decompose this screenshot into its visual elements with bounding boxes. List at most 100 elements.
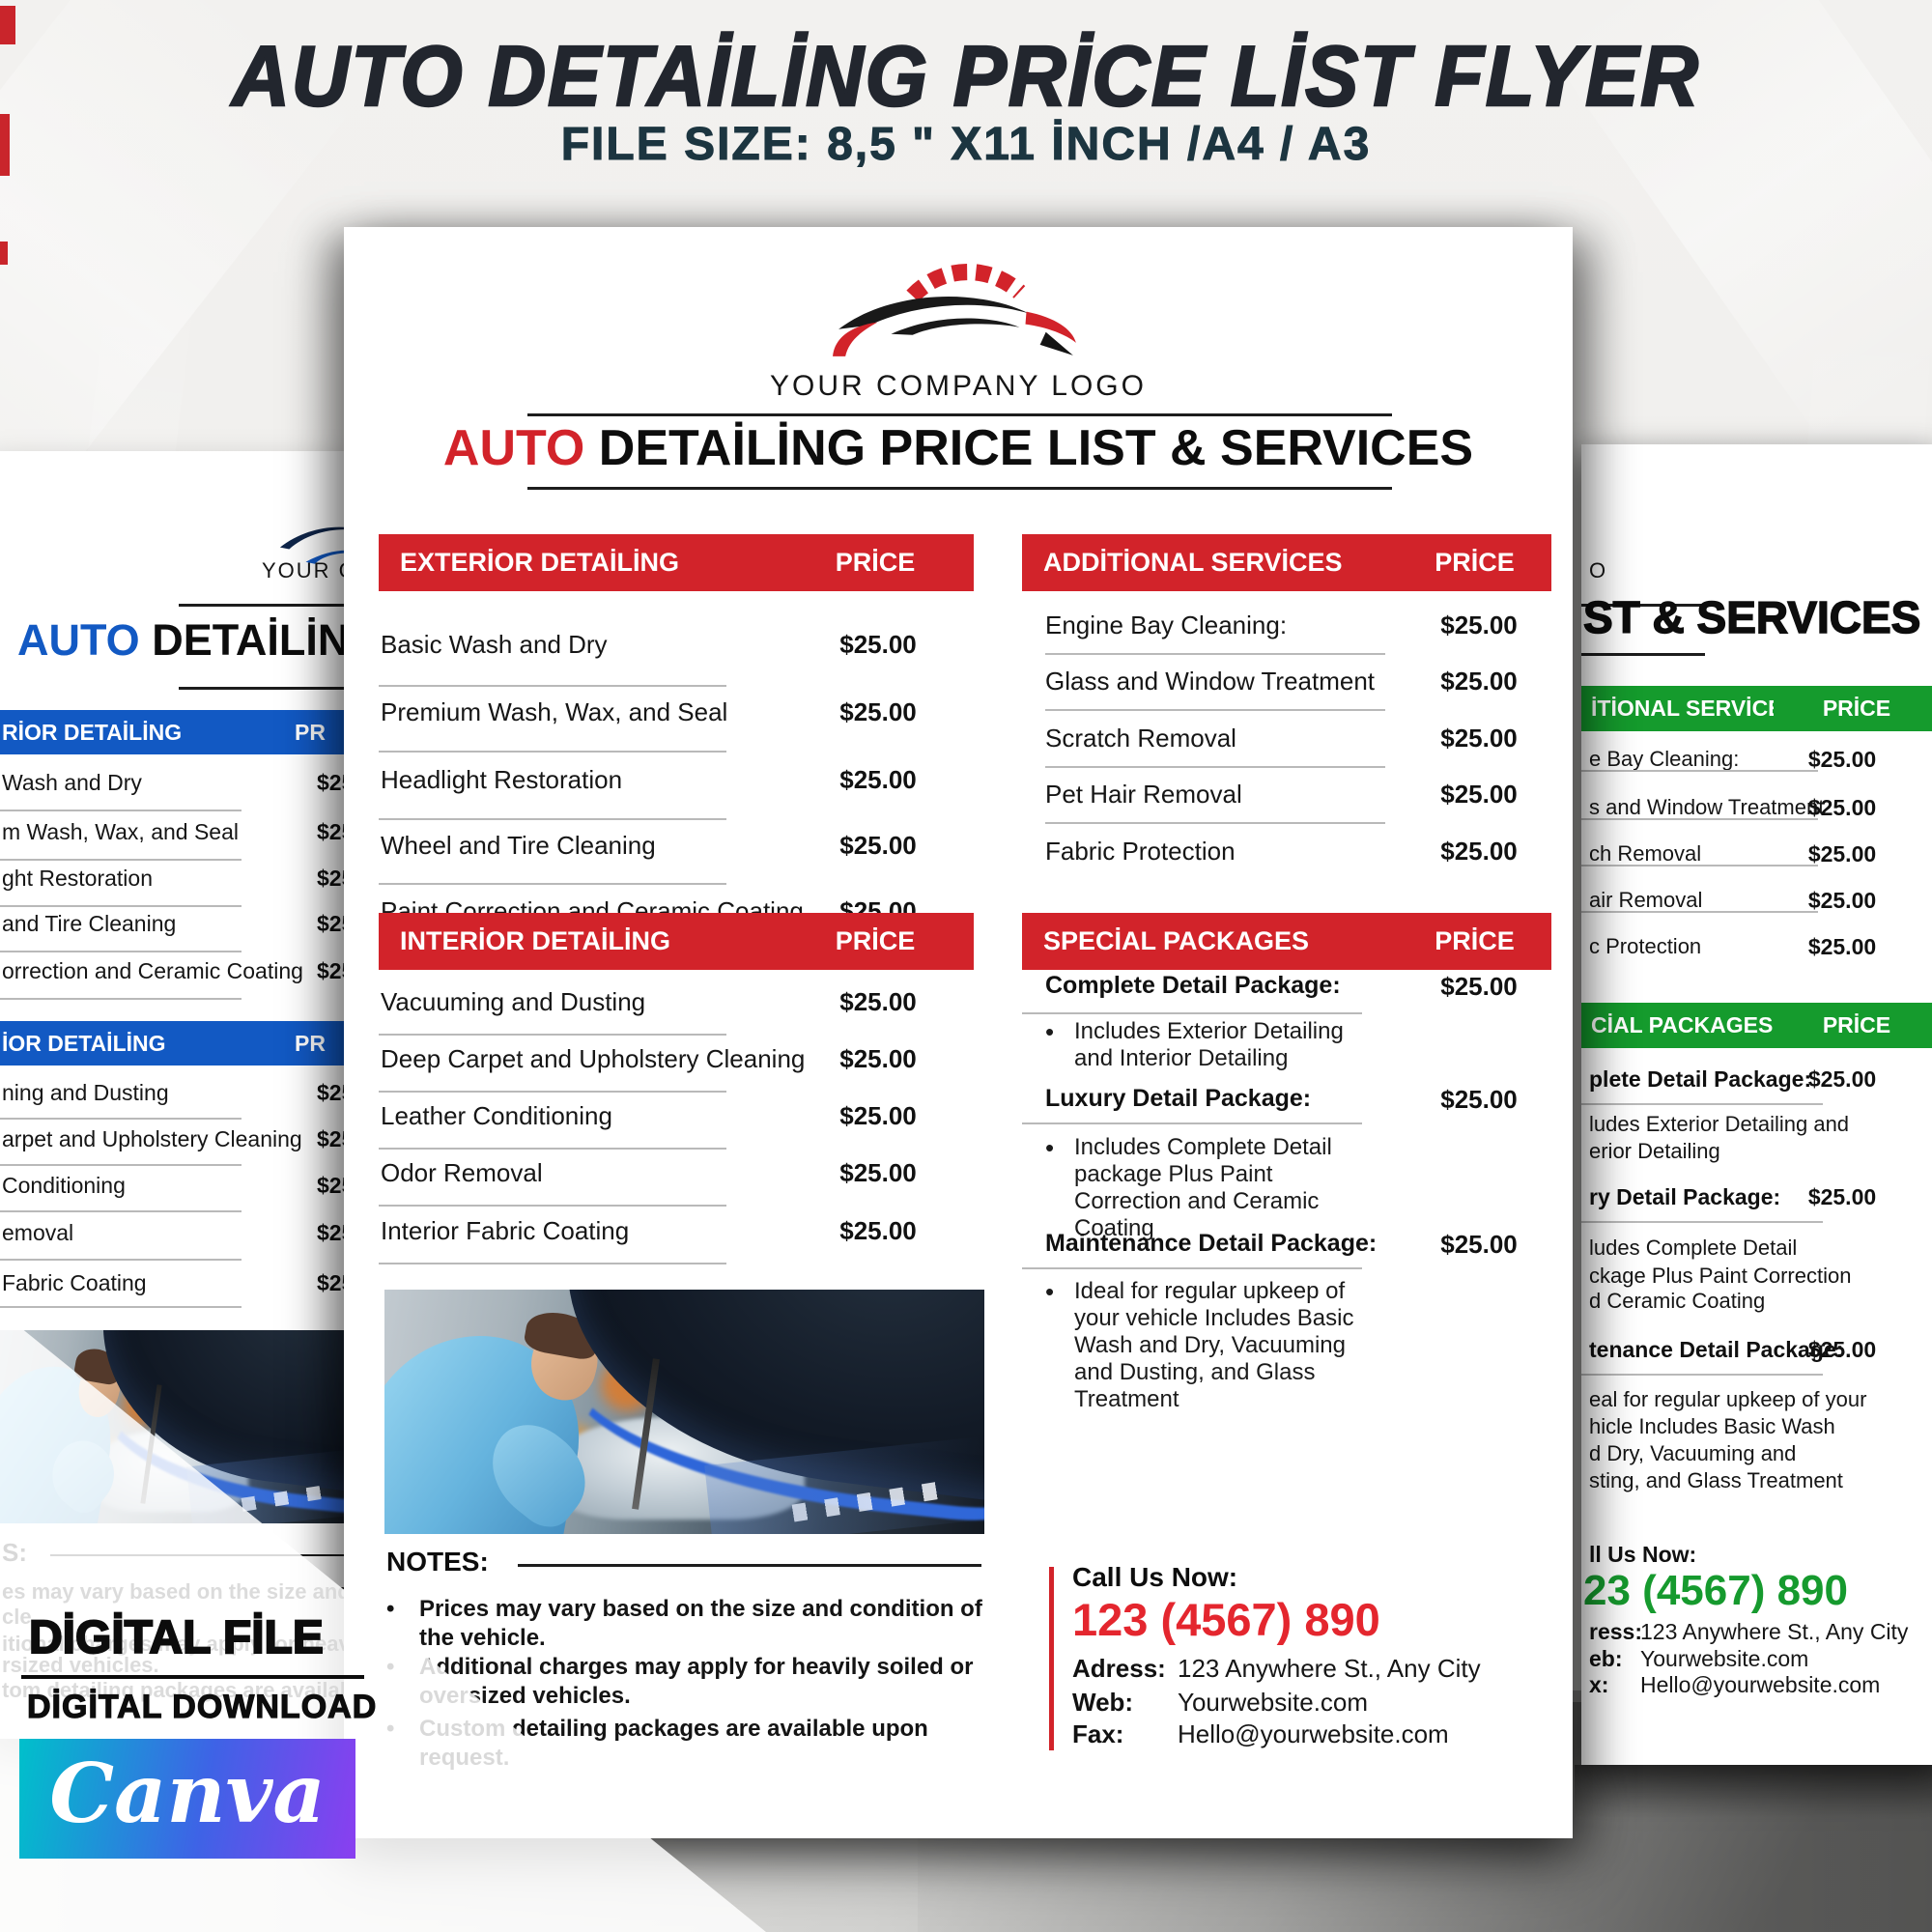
row-divider xyxy=(1581,865,1818,867)
contact-label: Fax: xyxy=(1072,1719,1124,1748)
package-price: $25.00 xyxy=(1807,1337,1877,1362)
price-header-label: PRİCE xyxy=(835,548,916,577)
table-header-label: CİAL PACKAGES xyxy=(1591,1012,1774,1037)
package-name: Complete Detail Package: xyxy=(1045,972,1341,999)
phone-number: 123 (4567) 890 xyxy=(1072,1594,1380,1645)
table-header-exterior: RİOR DETAİLİNG xyxy=(0,710,268,754)
divider xyxy=(1581,604,1702,607)
row-divider xyxy=(1581,911,1818,913)
service-name: Pet Hair Removal xyxy=(1045,780,1242,809)
service-price: $25.00 xyxy=(1807,747,1877,772)
divider xyxy=(1581,653,1705,656)
heading-accent: AUTO xyxy=(442,420,585,476)
table-header-label: INTERİOR DETAİLİNG xyxy=(400,926,670,955)
call-us-label: Call Us Now: xyxy=(1072,1562,1238,1592)
row-divider xyxy=(379,1091,726,1093)
page-shadow xyxy=(1575,1765,1932,1818)
table-header-price: PRİCE xyxy=(1398,534,1551,591)
contact-accent-bar xyxy=(1049,1567,1054,1750)
package-bullet-line: eal for regular upkeep of your xyxy=(1589,1387,1867,1411)
row-divider xyxy=(0,951,242,952)
service-price: $25.00 xyxy=(839,987,917,1016)
edge-mark xyxy=(0,242,8,265)
contact-value: Hello@yourwebsite.com xyxy=(1640,1672,1881,1697)
row-divider xyxy=(1022,1122,1362,1124)
contact-label: Adress: xyxy=(1072,1654,1166,1683)
table-header-additional: İTİONAL SERVİCES xyxy=(1581,686,1798,731)
package-name: ry Detail Package: xyxy=(1589,1184,1781,1209)
service-price: $25.00 xyxy=(1440,780,1518,809)
price-header-label: PRİCE xyxy=(1822,1012,1891,1037)
service-name: Leather Conditioning xyxy=(381,1101,612,1130)
package-price: $25.00 xyxy=(1807,1184,1877,1209)
flyer-heading: AUTO DETAİLİNG xyxy=(17,615,360,666)
company-logo-text: O xyxy=(1589,558,1608,582)
heading-rest: DETAİLİNG PRICE LIST & SERVICES xyxy=(584,420,1474,476)
service-price: $25.00 xyxy=(1807,795,1877,820)
service-name: Wheel and Tire Cleaning xyxy=(381,831,656,860)
service-name: air Removal xyxy=(1589,888,1703,912)
row-divider xyxy=(0,859,242,861)
service-name: Interior Fabric Coating xyxy=(381,1216,630,1245)
flyer-page-main: YOUR COMPANY LOGO AUTO DETAİLİNG PRICE L… xyxy=(344,227,1573,1838)
notes-label: NOTES: xyxy=(386,1547,489,1577)
table-header-label: İTİONAL SERVİCES xyxy=(1591,696,1798,721)
package-bullet-line: hicle Includes Basic Wash xyxy=(1589,1414,1835,1438)
row-divider xyxy=(0,905,242,907)
row-divider xyxy=(379,818,726,820)
service-name: and Tire Cleaning xyxy=(2,911,177,936)
contact-value: Yourwebsite.com xyxy=(1178,1688,1369,1717)
table-header-price: PRİCE xyxy=(1398,913,1551,970)
service-price: $25.00 xyxy=(839,1158,917,1187)
table-header-label: EXTERİOR DETAİLİNG xyxy=(400,548,680,577)
service-name: ght Restoration xyxy=(2,866,153,891)
service-name: Engine Bay Cleaning: xyxy=(1045,611,1288,639)
table-header-label: ADDİTİONAL SERVİCES xyxy=(1043,548,1343,577)
price-header-label: PRİCE xyxy=(835,926,916,955)
contact-value: Yourwebsite.com xyxy=(1640,1646,1809,1671)
row-divider xyxy=(1022,1012,1362,1014)
service-name: Scratch Removal xyxy=(1045,724,1236,753)
row-divider xyxy=(1022,1267,1362,1269)
row-divider xyxy=(379,1205,726,1207)
bullet-icon: • xyxy=(1045,1277,1055,1306)
service-name: Headlight Restoration xyxy=(381,765,623,794)
table-header-price: PRİCE xyxy=(1774,1003,1932,1048)
service-name: Vacuuming and Dusting xyxy=(381,987,646,1016)
bullet-icon: • xyxy=(1045,1133,1055,1162)
divider xyxy=(179,687,360,690)
service-name: Odor Removal xyxy=(381,1158,543,1187)
table-header-price: PRİCE xyxy=(777,913,974,970)
note-text: Additional charges may apply for heavily… xyxy=(419,1654,974,1709)
phone-number: 23 (4567) 890 xyxy=(1583,1567,1848,1614)
row-divider xyxy=(379,1263,726,1264)
table-header-interior: INTERİOR DETAİLİNG xyxy=(379,913,792,970)
package-name: tenance Detail Package: xyxy=(1589,1337,1844,1362)
row-divider xyxy=(1581,1221,1823,1223)
table-header-label: İOR DETAİLİNG xyxy=(2,1030,166,1056)
divider xyxy=(518,1564,981,1567)
package-bullet: • Includes Complete Detail package Plus P… xyxy=(1045,1134,1379,1242)
table-header-packages: CİAL PACKAGES xyxy=(1581,1003,1777,1048)
edge-mark xyxy=(0,6,15,44)
service-name: c Protection xyxy=(1589,934,1702,958)
price-header-label: PRİCE xyxy=(1435,548,1515,577)
service-name: Fabric Protection xyxy=(1045,837,1236,866)
company-logo-text: YOUR C xyxy=(262,558,356,582)
service-price: $25.00 xyxy=(1807,934,1877,959)
package-bullet-line: ludes Complete Detail xyxy=(1589,1236,1798,1260)
package-bullet-line: sting, and Glass Treatment xyxy=(1589,1468,1843,1492)
service-price: $25.00 xyxy=(839,831,917,860)
contact-label: ress: xyxy=(1589,1619,1642,1644)
company-logo-text: YOUR COMPANY LOGO xyxy=(770,370,1147,402)
row-divider xyxy=(0,998,242,1000)
package-price: $25.00 xyxy=(1807,1066,1877,1092)
note-text: Prices may vary based on the size and co… xyxy=(419,1596,982,1651)
price-header-label: PR xyxy=(295,1030,326,1056)
note-item: • Prices may vary based on the size and c… xyxy=(386,1595,1005,1653)
table-header-label: RİOR DETAİLİNG xyxy=(2,719,183,745)
package-name: plete Detail Package: xyxy=(1589,1066,1812,1092)
service-price: $25.00 xyxy=(839,1101,917,1130)
price-header-label: PRİCE xyxy=(1435,926,1515,955)
